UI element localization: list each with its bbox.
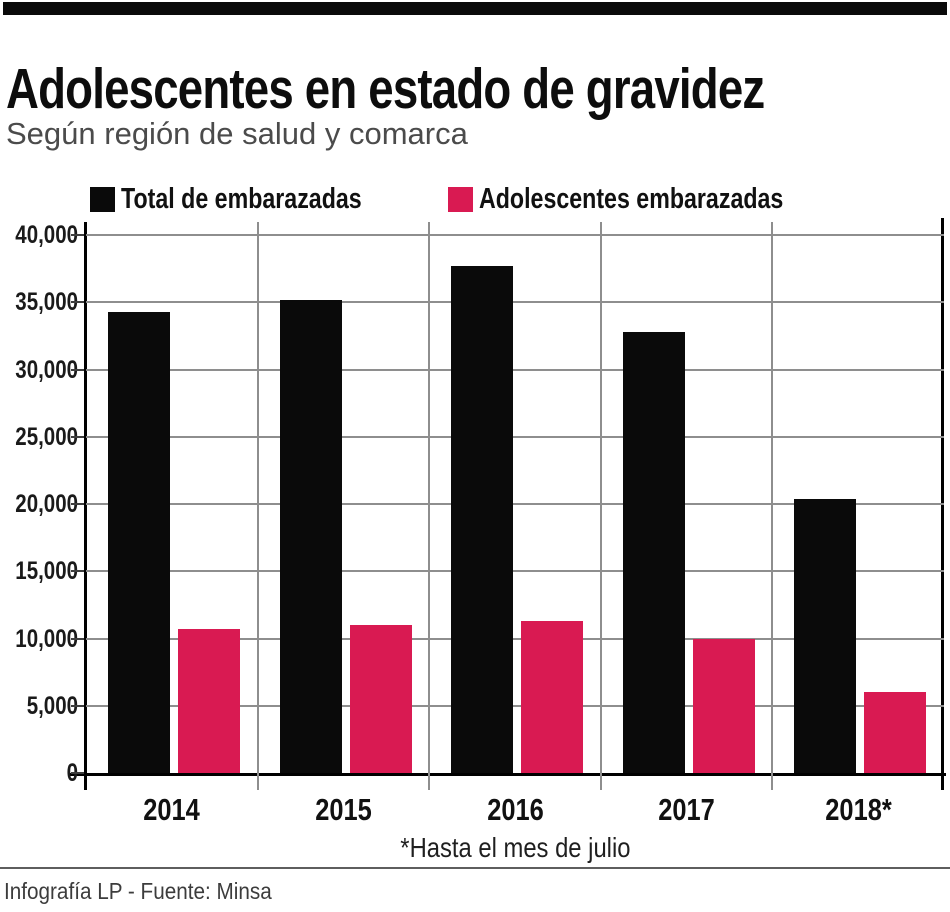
bar-adolescentes-2014 xyxy=(178,629,240,773)
x-axis-category-label: 2018* xyxy=(772,792,944,828)
credit-source-line: Infografía LP - Fuente: Minsa xyxy=(4,878,272,904)
gridline-vertical xyxy=(428,222,431,790)
y-axis-tick-label: 30,000 xyxy=(15,355,79,384)
legend-item-total: Total de embarazadas xyxy=(90,183,422,216)
gridline-horizontal xyxy=(86,368,944,371)
x-axis-category-label: 2015 xyxy=(258,792,430,828)
legend-item-adolescentes: Adolescentes embarazadas xyxy=(448,183,859,216)
legend-label-total: Total de embarazadas xyxy=(121,182,363,215)
gridline-vertical xyxy=(599,222,602,790)
y-axis-tick-label: 15,000 xyxy=(15,557,79,586)
y-axis-tick xyxy=(71,301,84,304)
gridline-horizontal xyxy=(86,637,944,640)
gridline-horizontal xyxy=(86,234,944,236)
x-axis-category-label-text: 2014 xyxy=(143,792,201,827)
legend-swatch-total xyxy=(90,186,116,212)
bar-total-2015 xyxy=(279,299,342,773)
y-axis-tick-label: 0 xyxy=(14,760,78,786)
bar-total-2014 xyxy=(108,311,170,773)
page-title: Adolescentes en estado de gravidez xyxy=(6,57,946,122)
y-axis-tick xyxy=(71,234,84,236)
bar-total-2016 xyxy=(451,265,514,773)
gridline-horizontal xyxy=(86,704,944,707)
bar-adolescentes-2016 xyxy=(521,621,584,773)
legend-swatch-adolescentes xyxy=(448,186,474,212)
bar-adolescentes-2015 xyxy=(349,625,412,773)
y-axis-tick-label: 35,000 xyxy=(15,288,79,317)
x-axis-category-label-text: 2018* xyxy=(824,792,892,827)
legend-label-adolescentes: Adolescentes embarazadas xyxy=(479,182,784,215)
page-title-text: Adolescentes en estado de gravidez xyxy=(6,57,765,122)
y-axis-tick-label: 25,000 xyxy=(15,422,79,451)
gridline-horizontal xyxy=(86,570,944,573)
gridline-horizontal xyxy=(86,301,944,304)
y-axis-tick xyxy=(71,503,84,505)
x-axis-baseline xyxy=(70,773,946,776)
gridline-horizontal xyxy=(86,503,944,505)
x-axis-category-label: 2016 xyxy=(429,792,601,828)
x-axis-category-label-text: 2015 xyxy=(315,792,372,827)
y-axis-tick-label: 40,000 xyxy=(15,221,79,249)
x-axis-category-label-text: 2016 xyxy=(486,792,544,827)
top-accent-bar xyxy=(3,2,947,15)
footer-divider xyxy=(0,867,950,869)
y-axis-tick-label: 5,000 xyxy=(26,691,78,720)
chart-legend: Total de embarazadas Adolescentes embaraz… xyxy=(0,183,950,216)
y-axis-tick-label: 20,000 xyxy=(15,490,79,518)
y-axis-tick xyxy=(71,368,84,371)
y-axis-tick xyxy=(71,704,84,707)
chart-footnote: *Hasta el mes de julio xyxy=(86,832,944,864)
bar-total-2018 xyxy=(794,498,857,773)
bar-chart-plot-area xyxy=(86,218,944,790)
bar-adolescentes-2017 xyxy=(692,638,755,773)
y-axis-tick xyxy=(71,637,84,640)
y-axis-line xyxy=(84,222,87,790)
gridline-vertical xyxy=(771,222,774,790)
x-axis-category-label: 2014 xyxy=(86,792,258,828)
chart-footnote-text: *Hasta el mes de julio xyxy=(399,832,631,863)
x-axis-category-label-text: 2017 xyxy=(658,792,715,827)
y-axis-tick xyxy=(71,435,84,438)
bar-adolescentes-2018 xyxy=(864,692,927,773)
x-axis-category-label: 2017 xyxy=(601,792,773,828)
page-subtitle: Según región de salud y comarca xyxy=(6,116,468,151)
gridline-horizontal xyxy=(86,435,944,438)
y-axis-tick-label: 10,000 xyxy=(15,624,79,653)
bar-total-2017 xyxy=(622,331,685,773)
y-axis-tick xyxy=(71,570,84,573)
y-axis-tick xyxy=(71,772,84,774)
gridline-vertical xyxy=(256,222,259,790)
